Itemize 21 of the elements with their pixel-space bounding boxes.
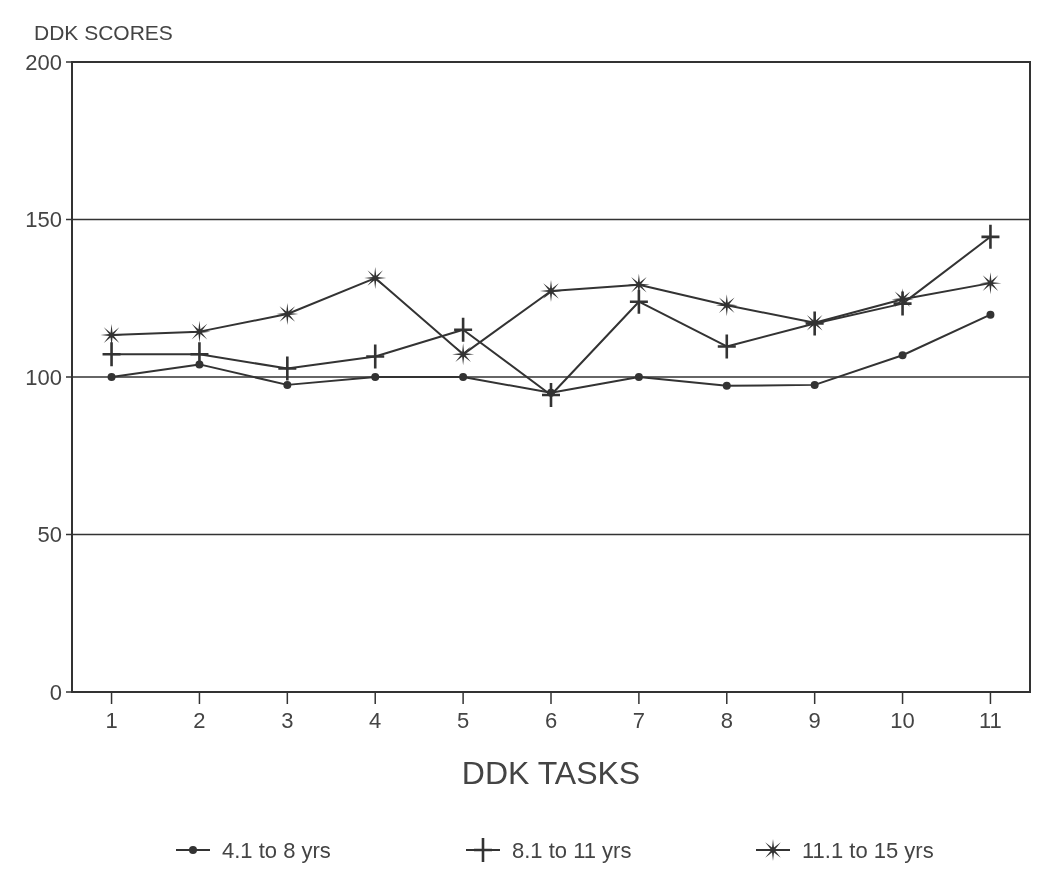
x-tick-label: 8 (720, 708, 733, 733)
y-tick-label: 200 (25, 49, 62, 75)
legend-label: 4.1 to 8 yrs (222, 837, 331, 863)
x-tick-label: 3 (281, 708, 294, 733)
legend-label: 11.1 to 15 yrs (802, 837, 934, 863)
x-tick-label: 10 (890, 708, 915, 733)
y-tick-label: 100 (25, 364, 62, 390)
x-tick-label: 5 (456, 708, 470, 733)
x-tick-label: 4 (369, 708, 382, 733)
x-tick-label: 7 (632, 708, 646, 733)
y-tick-label: 0 (49, 679, 62, 705)
x-axis-title: DDK TASKS (461, 755, 641, 791)
y-tick-label: 50 (37, 522, 62, 548)
x-tick-label: 9 (808, 708, 821, 733)
y-tick-label: 150 (25, 207, 62, 233)
x-tick-label: 11 (979, 708, 1002, 733)
y-axis-title: DDK SCORES (34, 21, 173, 44)
x-tick-label: 6 (544, 708, 558, 733)
x-tick-label: 1 (105, 708, 118, 733)
x-tick-label: 2 (193, 708, 206, 733)
legend-label: 8.1 to 11 yrs (512, 837, 632, 863)
